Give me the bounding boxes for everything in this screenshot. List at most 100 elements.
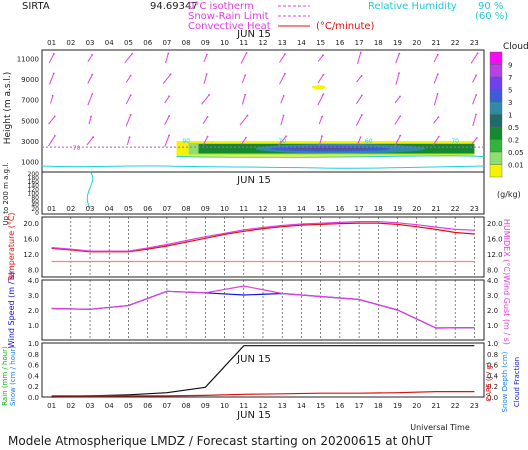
temperature-series [51,221,475,263]
wind-arrow-head [476,52,479,55]
wind-arrow [48,73,55,85]
y-tick-label: 3.0 [28,292,39,300]
rh-contour-low [41,165,485,169]
wind-arrow [125,114,132,127]
wind-arrow [472,114,477,127]
wind-arrow-head [437,135,440,138]
hour-tick-label: 15 [316,39,325,47]
hour-tick-label: 09 [201,402,210,410]
wind-arrow-head [53,115,56,118]
y-tick-label-right: 16.0 [487,235,503,243]
colorbar-unit: (g/kg) [497,190,521,199]
wind-arrow-head [51,94,54,97]
wind-arrow [87,54,93,62]
colorbar-swatch [489,164,503,178]
wind-arrow-head [52,52,55,55]
station-name: SIRTA [22,1,50,12]
rh-contour-cloud-base [176,155,485,158]
hour-tick-label: 08 [182,402,191,410]
hour-tick-label: 12 [259,205,268,213]
hour-tick-label: 01 [47,205,56,213]
hour-tick-label: 16 [335,205,344,213]
y-tick-label-right: 0.8 [487,351,498,359]
hour-tick-label: 12 [259,402,268,410]
y-tick-label: 0.2 [28,383,39,391]
hour-tick-label: 19 [393,205,402,213]
wind-arrow [472,94,477,105]
y-tick-label-right: 1.0 [487,340,498,348]
wind-arrow [202,136,209,146]
y-tick-label: 0.8 [28,351,39,359]
wind-arrow-head [282,94,285,97]
hour-tick-label: 08 [182,39,191,47]
hour-tick-label: 02 [66,39,75,47]
hour-tick-label: 06 [143,402,152,410]
y-tick-label-right: 1.0 [487,322,498,330]
cloud-y-tick-lower: 20 [31,206,39,213]
wind-arrow [356,75,362,83]
wind-arrows [47,51,479,147]
legend-snow-rain: Snow-Rain Limit [188,11,269,22]
y-tick-label: 16.0 [23,235,39,243]
middle-hour-ticks: 01 02 03 04 05 06 07 08 09 10 11 12 13 14 15 16 17 18 19 20… [47,205,479,213]
legend-isotherm: 0°C isotherm [188,1,254,12]
colorbar-swatch [489,64,503,78]
wind-arrow-head [399,115,402,117]
wind-arrow [86,136,94,146]
station-coord: 94.69347 [150,1,198,12]
wind-arrow-head [475,94,478,96]
hour-tick-label: 03 [86,205,95,213]
wind-arrow [88,116,92,125]
clouds-ylabel2: Up to 200 m a.g.l. [2,162,10,225]
hour-tick-label: 06 [143,205,152,213]
wind-arrow [317,54,324,62]
wind-arrow [432,136,440,146]
wind-arrow-head [322,93,325,96]
wind-arrow-head [437,116,440,119]
wind-arrow [87,93,93,106]
hour-tick-label: 17 [355,205,364,213]
cloud-y-tick: 3000 [21,138,39,146]
wind-arrow-head [128,136,131,139]
cloud-y-tick: 11000 [17,55,39,63]
wind-arrow [355,95,363,105]
hour-tick-label: 18 [374,402,383,410]
hour-tick-label: 09 [201,39,210,47]
wind-arrow-head [52,72,55,75]
wind-arrow-head [167,52,170,55]
hour-tick-label: 10 [220,39,229,47]
cloud-y-tick: 1000 [21,159,39,167]
cloud-y-tick-lower: 80 [31,194,39,201]
hour-tick-label: 21 [431,205,440,213]
hour-tick-label: 07 [162,402,171,410]
hour-tick-label: 14 [297,402,306,410]
wind-arrow [394,96,401,104]
wind-arrow-head [360,74,363,77]
hour-tick-label: 20 [412,205,421,213]
wind-arrow-head [360,114,363,116]
wind-arrow-head [206,135,209,138]
colorbar-swatch [489,89,503,103]
cloud-y-tick: 5000 [21,117,39,125]
wind-arrow [203,73,208,84]
hour-tick-label: 02 [66,205,75,213]
hour-tick-label: 21 [431,39,440,47]
wind-arrow-head [359,136,362,139]
cloud-fraction-ylabel: Cloud Fraction [513,357,521,407]
hour-tick-label: 11 [239,205,248,213]
wind-arrow-head [321,115,324,118]
rh-contour-label: 70 [451,138,459,145]
hour-tick-label: 04 [105,39,114,47]
y-tick-label-right: 2.0 [487,307,498,315]
wind-arrow-head [208,94,210,96]
date-label-bottom: JUN 15 [236,410,271,421]
series-line [51,345,475,398]
date-label-top: JUN 15 [236,29,271,40]
hour-tick-label: 16 [335,39,344,47]
hour-tick-label: 22 [451,39,460,47]
wind-arrow-head [398,72,401,75]
y-tick-label-right: 4.0 [487,277,498,285]
wind-arrow [280,95,285,104]
hour-tick-label: 04 [105,402,114,410]
